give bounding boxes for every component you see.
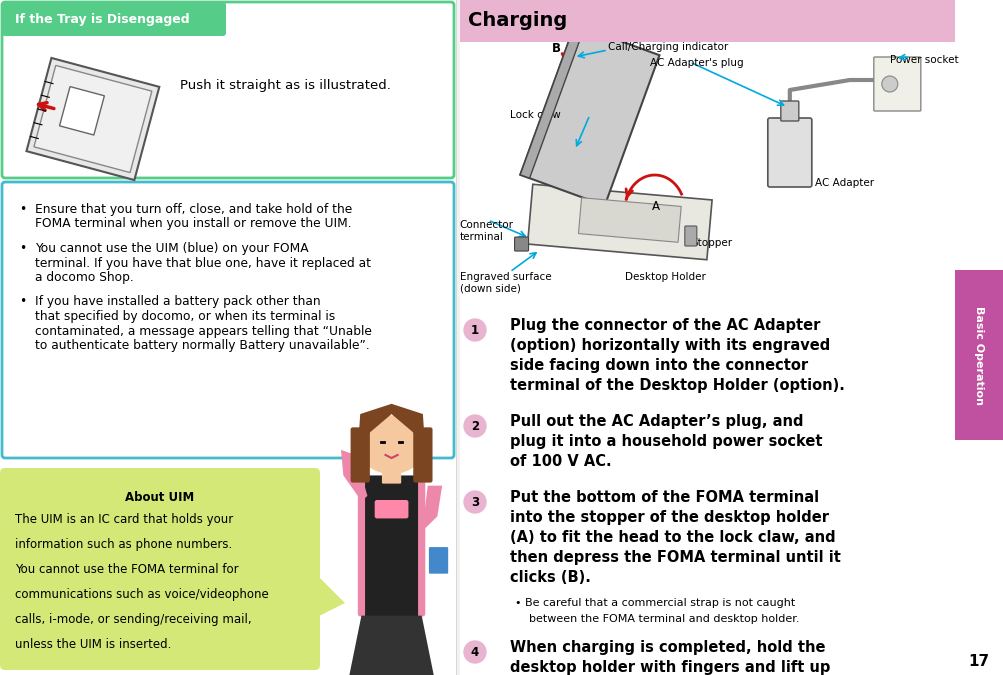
Text: communications such as voice/videophone: communications such as voice/videophone	[15, 588, 269, 601]
Polygon shape	[341, 450, 367, 501]
FancyBboxPatch shape	[381, 461, 401, 483]
Text: Push it straight as is illustrated.: Push it straight as is illustrated.	[180, 78, 390, 92]
FancyBboxPatch shape	[428, 547, 447, 574]
Text: Pull out the AC Adapter’s plug, and: Pull out the AC Adapter’s plug, and	[510, 414, 802, 429]
Text: Basic Operation: Basic Operation	[973, 306, 983, 404]
FancyBboxPatch shape	[413, 427, 432, 483]
Text: (A) to fit the head to the lock claw, and: (A) to fit the head to the lock claw, an…	[510, 530, 834, 545]
FancyBboxPatch shape	[954, 0, 1003, 675]
Text: You cannot use the FOMA terminal for: You cannot use the FOMA terminal for	[15, 563, 239, 576]
Text: If the Tray is Disengaged: If the Tray is Disengaged	[15, 13, 190, 26]
FancyBboxPatch shape	[780, 101, 798, 121]
FancyBboxPatch shape	[365, 475, 417, 618]
Circle shape	[357, 416, 425, 473]
Text: You cannot use the UIM (blue) on your FOMA: You cannot use the UIM (blue) on your FO…	[35, 242, 308, 255]
Text: Plug the connector of the AC Adapter: Plug the connector of the AC Adapter	[510, 318, 819, 333]
Text: Lock claw: Lock claw	[510, 110, 560, 120]
Polygon shape	[59, 86, 104, 135]
Text: plug it into a household power socket: plug it into a household power socket	[510, 434, 821, 449]
Polygon shape	[578, 198, 680, 242]
Text: Desktop Holder: Desktop Holder	[624, 272, 705, 282]
Text: to authenticate battery normally Battery unavailable”.: to authenticate battery normally Battery…	[35, 339, 369, 352]
Text: calls, i-mode, or sending/receiving mail,: calls, i-mode, or sending/receiving mail…	[15, 613, 252, 626]
Text: Put the bottom of the FOMA terminal: Put the bottom of the FOMA terminal	[510, 490, 818, 505]
Text: Power socket: Power socket	[889, 55, 958, 65]
Text: that specified by docomo, or when its terminal is: that specified by docomo, or when its te…	[35, 310, 335, 323]
Text: clicks (B).: clicks (B).	[510, 570, 591, 585]
Text: AC Adapter's plug: AC Adapter's plug	[649, 58, 742, 68]
Text: 2: 2	[470, 419, 478, 433]
Text: Call/Charging indicator: Call/Charging indicator	[607, 42, 727, 52]
Text: When charging is completed, hold the: When charging is completed, hold the	[510, 640, 824, 655]
Text: Stopper: Stopper	[691, 238, 732, 248]
Text: (option) horizontally with its engraved: (option) horizontally with its engraved	[510, 338, 829, 353]
Text: •: •	[19, 296, 26, 308]
Text: AC Adapter: AC Adapter	[814, 178, 873, 188]
FancyBboxPatch shape	[2, 182, 453, 458]
FancyBboxPatch shape	[767, 118, 811, 187]
FancyBboxPatch shape	[873, 57, 920, 111]
Text: between the FOMA terminal and desktop holder.: between the FOMA terminal and desktop ho…	[515, 614, 798, 624]
Polygon shape	[520, 24, 659, 206]
Text: Engraved surface
(down side): Engraved surface (down side)	[459, 272, 551, 294]
FancyBboxPatch shape	[515, 237, 528, 251]
FancyBboxPatch shape	[0, 468, 320, 670]
Polygon shape	[357, 404, 425, 450]
FancyBboxPatch shape	[2, 2, 226, 36]
Polygon shape	[315, 573, 345, 618]
Text: desktop holder with fingers and lift up: desktop holder with fingers and lift up	[510, 660, 829, 675]
Text: •: •	[19, 203, 26, 216]
Text: unless the UIM is inserted.: unless the UIM is inserted.	[15, 638, 172, 651]
Text: of 100 V AC.: of 100 V AC.	[510, 454, 611, 469]
FancyBboxPatch shape	[2, 2, 453, 178]
FancyBboxPatch shape	[954, 270, 1003, 440]
Text: 1: 1	[470, 323, 478, 337]
Text: Connector
terminal: Connector terminal	[459, 220, 514, 242]
Polygon shape	[349, 616, 433, 675]
Text: The UIM is an IC card that holds your: The UIM is an IC card that holds your	[15, 513, 233, 526]
Text: contaminated, a message appears telling that “Unable: contaminated, a message appears telling …	[35, 325, 371, 338]
Text: About UIM: About UIM	[125, 491, 195, 504]
Circle shape	[463, 319, 485, 341]
Circle shape	[881, 76, 897, 92]
Text: then depress the FOMA terminal until it: then depress the FOMA terminal until it	[510, 550, 841, 565]
Text: information such as phone numbers.: information such as phone numbers.	[15, 538, 232, 551]
Circle shape	[463, 641, 485, 663]
Text: A: A	[651, 200, 659, 213]
Text: terminal of the Desktop Holder (option).: terminal of the Desktop Holder (option).	[510, 378, 845, 393]
FancyBboxPatch shape	[459, 0, 959, 675]
Text: a docomo Shop.: a docomo Shop.	[35, 271, 133, 284]
Circle shape	[463, 491, 485, 513]
Text: side facing down into the connector: side facing down into the connector	[510, 358, 807, 373]
FancyBboxPatch shape	[459, 0, 959, 42]
Text: into the stopper of the desktop holder: into the stopper of the desktop holder	[510, 510, 828, 525]
Text: 3: 3	[470, 495, 478, 508]
FancyBboxPatch shape	[374, 500, 408, 518]
Polygon shape	[527, 184, 711, 260]
FancyBboxPatch shape	[0, 0, 455, 675]
FancyBboxPatch shape	[357, 477, 425, 617]
FancyBboxPatch shape	[350, 427, 369, 483]
Text: Ensure that you turn off, close, and take hold of the: Ensure that you turn off, close, and tak…	[35, 203, 352, 216]
Text: • Be careful that a commercial strap is not caught: • Be careful that a commercial strap is …	[515, 598, 794, 608]
Text: 17: 17	[968, 653, 989, 668]
Text: B: B	[552, 42, 561, 55]
Polygon shape	[34, 65, 151, 173]
Circle shape	[463, 415, 485, 437]
Polygon shape	[520, 24, 584, 178]
FancyBboxPatch shape	[684, 226, 696, 246]
Text: 4: 4	[470, 645, 478, 659]
Text: terminal. If you have that blue one, have it replaced at: terminal. If you have that blue one, hav…	[35, 256, 371, 269]
Polygon shape	[417, 486, 441, 532]
Text: FOMA terminal when you install or remove the UIM.: FOMA terminal when you install or remove…	[35, 217, 351, 230]
Text: If you have installed a battery pack other than: If you have installed a battery pack oth…	[35, 296, 320, 308]
Text: Charging: Charging	[467, 11, 567, 30]
Text: •: •	[19, 242, 26, 255]
Polygon shape	[26, 58, 159, 180]
